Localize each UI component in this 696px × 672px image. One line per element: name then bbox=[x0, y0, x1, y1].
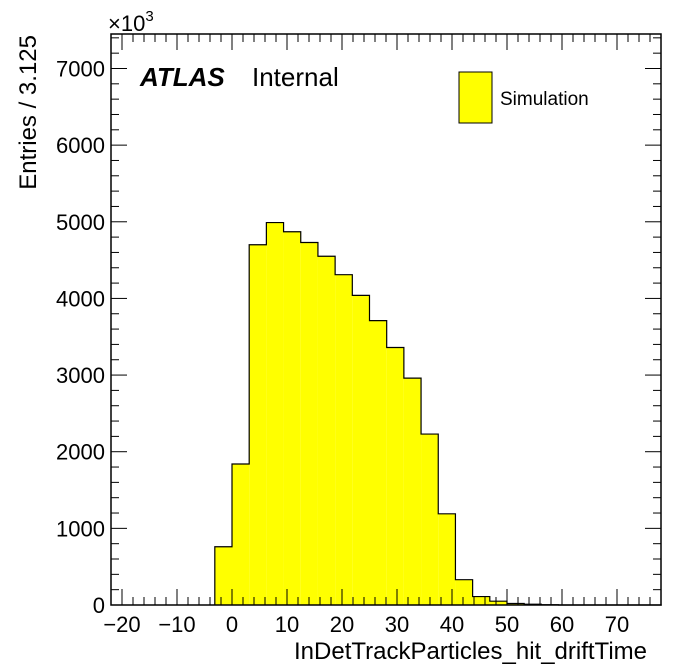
histogram-bar bbox=[455, 579, 473, 605]
histogram-bar bbox=[232, 463, 250, 605]
y-tick-label: 2000 bbox=[56, 440, 105, 465]
x-tick-label: 70 bbox=[605, 612, 629, 637]
histogram-bar bbox=[352, 295, 370, 605]
x-tick-label: 50 bbox=[495, 612, 519, 637]
x-tick-label: 40 bbox=[440, 612, 464, 637]
histogram-bar bbox=[317, 256, 336, 605]
histogram-bar bbox=[249, 244, 267, 606]
internal-label: Internal bbox=[252, 62, 339, 92]
histogram-bar bbox=[489, 601, 507, 605]
histogram-bar bbox=[386, 347, 404, 605]
legend-label-simulation: Simulation bbox=[500, 89, 589, 110]
x-tick-label: 10 bbox=[275, 612, 299, 637]
y-tick-label: 7000 bbox=[56, 56, 105, 81]
x-tick-label: −20 bbox=[103, 612, 140, 637]
x-tick-labels: −20 −10 0 10 20 30 40 50 60 70 bbox=[103, 612, 629, 637]
histogram-bar bbox=[438, 513, 456, 605]
atlas-label: ATLAS bbox=[139, 62, 225, 92]
y-axis-title: Entries / 3.125 bbox=[15, 35, 42, 190]
y-tick-label: 4000 bbox=[56, 286, 105, 311]
x-tick-label: 20 bbox=[330, 612, 354, 637]
x-tick-label: 60 bbox=[550, 612, 574, 637]
histogram-bar bbox=[283, 231, 301, 605]
legend-swatch bbox=[458, 71, 493, 124]
y-tick-labels: 0 1000 2000 3000 4000 5000 6000 7000 bbox=[56, 56, 105, 618]
histogram-bar bbox=[266, 222, 284, 605]
y-tick-label: 0 bbox=[93, 593, 105, 618]
plot-frame bbox=[110, 33, 662, 606]
y-tick-label: 5000 bbox=[56, 210, 105, 235]
x-axis-title: InDetTrackParticles_hit_driftTime bbox=[294, 638, 647, 665]
x-tick-label: 30 bbox=[385, 612, 409, 637]
y-tick-label: 3000 bbox=[56, 363, 105, 388]
histogram-bar bbox=[403, 378, 422, 605]
histogram-bar bbox=[472, 596, 490, 605]
histogram-bar bbox=[421, 434, 439, 605]
histogram-bar bbox=[335, 274, 353, 605]
x-tick-label: 0 bbox=[226, 612, 238, 637]
y-tick-label: 1000 bbox=[56, 516, 105, 541]
histogram-bar bbox=[214, 546, 232, 605]
histogram-bar bbox=[300, 242, 318, 606]
x-tick-label: −10 bbox=[158, 612, 195, 637]
axis-ticks bbox=[110, 34, 662, 606]
histogram-bar bbox=[369, 320, 387, 605]
y-exponent-label: ×103 bbox=[108, 8, 154, 36]
histogram-bars bbox=[214, 221, 662, 606]
histogram-bar bbox=[507, 603, 525, 605]
y-tick-label: 6000 bbox=[56, 133, 105, 158]
